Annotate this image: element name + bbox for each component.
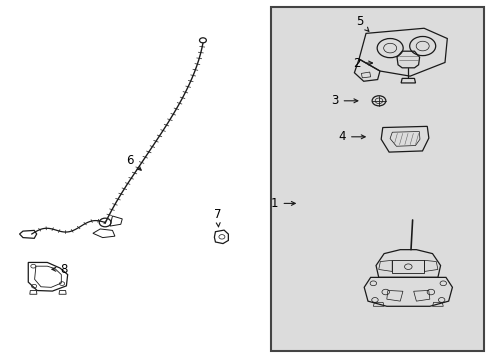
Text: 2: 2 bbox=[352, 57, 372, 69]
Bar bbox=[271, 7, 483, 351]
Text: 3: 3 bbox=[330, 94, 357, 107]
Text: 8: 8 bbox=[52, 263, 67, 276]
Text: 4: 4 bbox=[338, 130, 365, 143]
Text: 6: 6 bbox=[125, 154, 141, 170]
Text: 1: 1 bbox=[270, 197, 295, 210]
Text: 5: 5 bbox=[355, 15, 368, 31]
Text: 7: 7 bbox=[213, 208, 221, 227]
